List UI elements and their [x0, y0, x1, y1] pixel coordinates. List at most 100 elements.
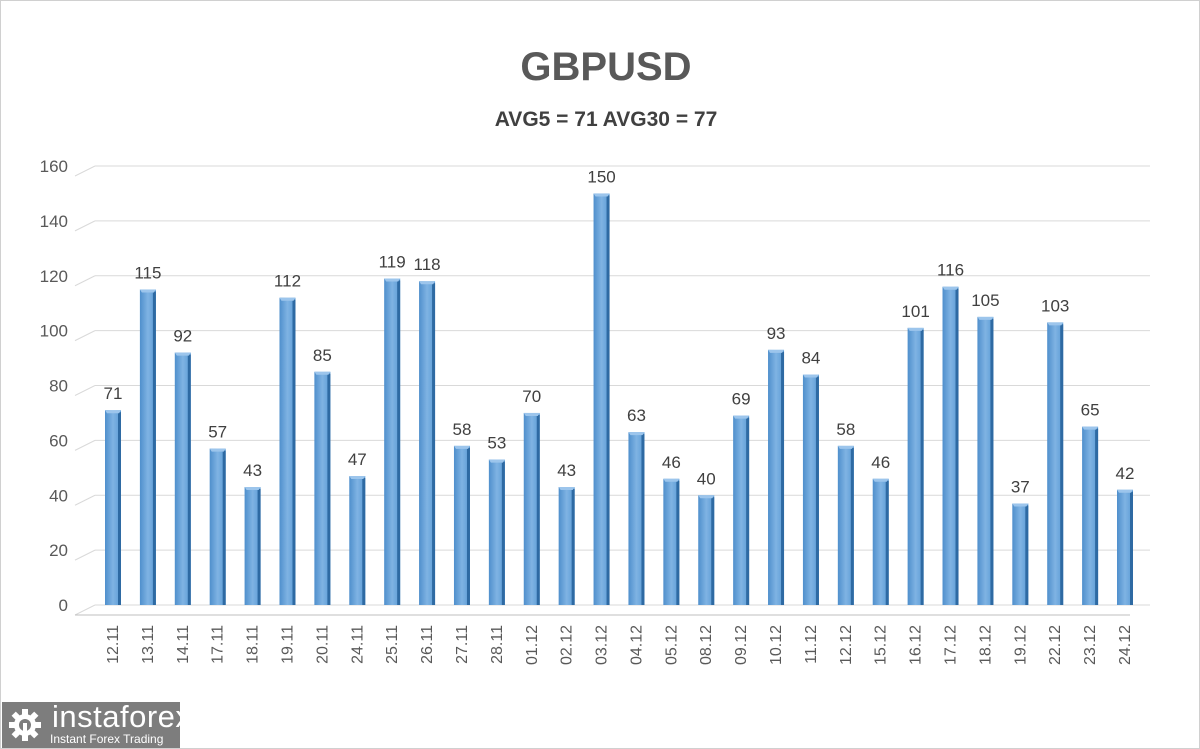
bar-top: [802, 374, 819, 378]
x-tick-label: 12.12: [838, 625, 855, 665]
bar-side: [327, 373, 331, 605]
bar-top: [523, 412, 540, 416]
bar: [628, 432, 645, 605]
x-tick-label: 10.12: [768, 625, 785, 665]
bar-top: [872, 478, 889, 482]
bar-top: [105, 410, 121, 414]
bar-side: [990, 318, 994, 605]
bar-top: [977, 316, 994, 320]
bar-side: [152, 291, 156, 605]
bar: [209, 448, 226, 605]
x-tick-label: 16.12: [908, 625, 925, 665]
bar-side: [536, 414, 540, 605]
bar-side: [606, 195, 610, 605]
x-tick-label: 24.11: [349, 625, 366, 664]
x-tick-label: 19.12: [1012, 625, 1029, 665]
x-tick-label: 24.12: [1117, 625, 1134, 665]
bar-side: [781, 351, 785, 605]
data-label: 105: [971, 291, 999, 310]
x-tick-label: 17.11: [210, 625, 227, 664]
bar-side: [501, 461, 505, 605]
y-tick-label: 140: [40, 212, 68, 231]
bar: [349, 476, 366, 605]
instaforex-logo: instaforex Instant Forex Trading: [2, 702, 180, 748]
bar: [942, 286, 959, 605]
data-label: 150: [587, 167, 615, 186]
bar-side: [955, 288, 959, 605]
data-label: 43: [557, 461, 576, 480]
bar: [593, 193, 610, 605]
data-label: 37: [1011, 477, 1030, 496]
bar: [488, 459, 505, 605]
bar: [174, 352, 191, 605]
bar-side: [641, 434, 645, 605]
data-label: 53: [487, 434, 506, 453]
bar-side: [815, 376, 819, 605]
x-tick-label: 23.12: [1082, 625, 1099, 665]
data-label: 93: [767, 324, 786, 343]
y-tick-label: 80: [49, 377, 68, 396]
bar-side: [1130, 491, 1133, 605]
data-label: 115: [134, 263, 161, 282]
gridline-depth: [74, 439, 96, 451]
bar-side: [187, 354, 191, 605]
data-label: 57: [208, 423, 227, 442]
bar-side: [711, 497, 715, 605]
data-label: 46: [871, 453, 890, 472]
bar: [1117, 489, 1133, 605]
x-tick-label: 11.12: [803, 625, 820, 664]
bar-top: [698, 495, 715, 499]
data-label: 47: [348, 450, 367, 469]
data-label: 70: [522, 387, 541, 406]
data-label: 69: [732, 390, 751, 409]
logo-tagline: Instant Forex Trading: [50, 732, 164, 746]
bar-side: [850, 447, 854, 605]
y-tick-label: 120: [40, 267, 68, 286]
data-label: 101: [901, 302, 929, 321]
x-tick-label: 09.12: [733, 625, 750, 665]
bar-side: [920, 329, 924, 605]
data-label: 116: [937, 261, 964, 280]
bar-top: [593, 193, 610, 197]
bar: [453, 445, 470, 605]
data-label: 63: [627, 406, 646, 425]
bar: [139, 289, 156, 605]
bar: [1047, 322, 1064, 605]
bar-side: [257, 489, 261, 605]
x-tick-label: 13.11: [140, 625, 157, 664]
bar-top: [733, 415, 750, 419]
y-tick-label: 160: [40, 157, 68, 176]
bar: [698, 495, 715, 605]
bar-top: [174, 352, 191, 356]
bar-top: [628, 432, 645, 436]
x-tick-label: 02.12: [559, 625, 576, 665]
x-tick-label: 08.12: [698, 625, 715, 665]
x-tick-label: 18.11: [245, 625, 262, 664]
bar-side: [1095, 428, 1099, 605]
bar-top: [942, 286, 959, 290]
data-label: 119: [379, 252, 406, 271]
x-tick-label: 03.12: [594, 625, 611, 665]
bar-top: [139, 289, 156, 293]
bar: [907, 327, 924, 605]
data-label: 103: [1041, 296, 1069, 315]
gear-icon: [9, 709, 41, 741]
x-tick-label: 12.11: [105, 625, 122, 664]
gridline-depth: [74, 604, 96, 616]
bar-top: [558, 487, 575, 491]
bar-top: [279, 297, 296, 301]
bar-top: [1012, 503, 1029, 507]
data-label: 85: [313, 346, 332, 365]
bar: [314, 371, 331, 605]
bar-top: [663, 478, 680, 482]
x-tick-label: 15.12: [873, 625, 890, 665]
x-tick-label: 26.11: [419, 625, 436, 664]
bar: [768, 349, 785, 605]
gridline-depth: [74, 330, 96, 342]
x-tick-label: 25.11: [384, 625, 401, 664]
bar-top: [488, 459, 505, 463]
bar-top: [768, 349, 785, 353]
bar-top: [837, 445, 854, 449]
bar-side: [118, 412, 121, 605]
x-tick-label: 28.11: [489, 625, 506, 664]
